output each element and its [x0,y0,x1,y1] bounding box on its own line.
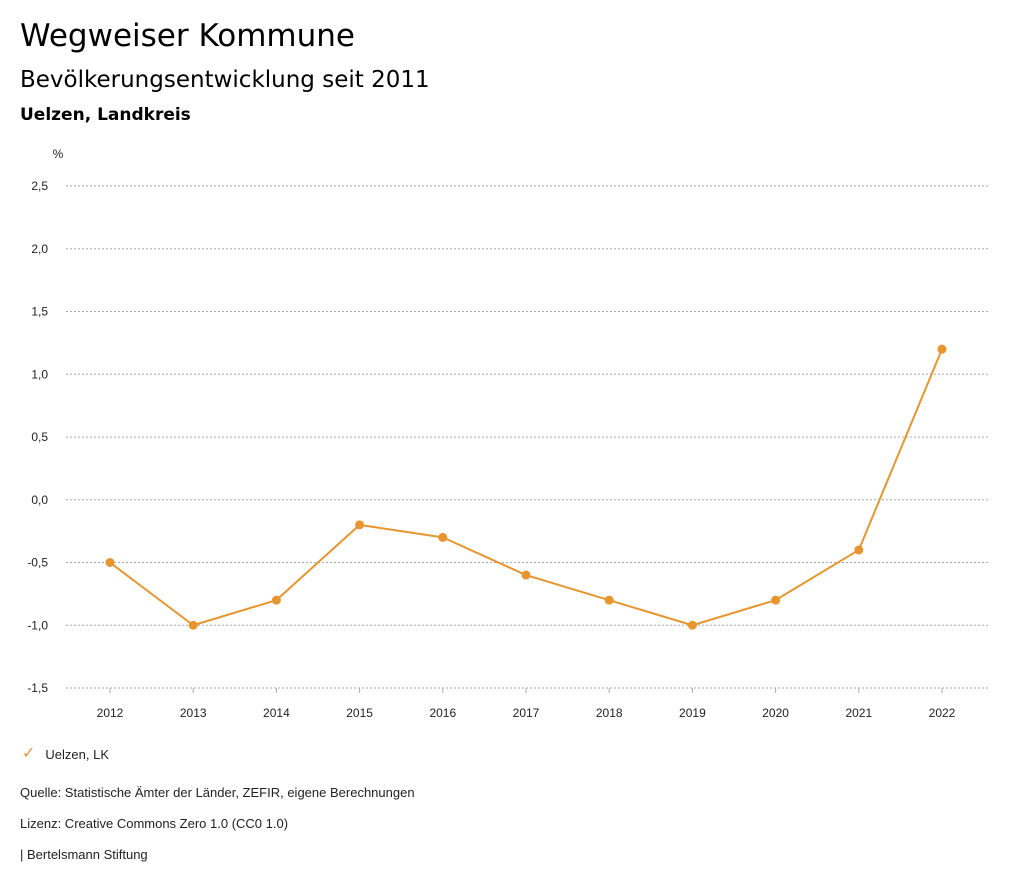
data-point [271,595,281,605]
y-tick-label: 1,0 [31,367,48,381]
series-uelzen [105,344,947,630]
data-point [604,595,614,605]
license-note: Lizenz: Creative Commons Zero 1.0 (CC0 1… [20,816,289,831]
x-tick-label: 2021 [845,706,872,720]
region-label: Uelzen, Landkreis [20,105,191,125]
legend-label: Uelzen, LK [45,746,109,762]
x-tick-label: 2014 [263,706,290,720]
data-point [438,532,448,542]
y-tick-label: 0,0 [31,493,48,507]
x-tick-label: 2019 [679,706,706,720]
y-tick-label: 0,5 [31,430,48,444]
data-point [188,620,198,630]
chart-title: Wegweiser Kommune [20,18,355,54]
x-tick-label: 2013 [180,706,207,720]
data-point [105,558,115,567]
data-point [521,570,531,580]
y-tick-label: -1,0 [27,618,48,632]
data-point [355,520,365,530]
y-tick-label: -1,5 [27,681,48,695]
y-tick-label: -0,5 [27,556,48,570]
publisher-note: | Bertelsmann Stiftung [20,847,148,862]
x-tick-label: 2022 [929,706,956,720]
axes: % -1,5 -1,0 -0,5 0,0 0,5 1,0 1,5 2,0 2,5 2012 2013 2… [27,147,955,720]
line-chart: % -1,5 -1,0 -0,5 0,0 0,5 1,0 1,5 2,0 2,5 2012 2013 2… [27,147,990,720]
legend[interactable]: ✓ Uelzen, LK [22,744,109,764]
source-note: Quelle: Statistische Ämter der Länder, Z… [20,785,415,800]
checkmark-icon[interactable]: ✓ [22,745,36,762]
y-tick-label: 1,5 [31,305,48,319]
y-tick-label: 2,5 [31,179,48,193]
x-tick-label: 2017 [513,706,540,720]
y-tick-label: 2,0 [31,242,48,256]
data-point [687,620,697,630]
data-point [771,595,781,605]
data-point [937,344,947,354]
gridlines [66,185,990,689]
x-tick-label: 2020 [762,706,789,720]
x-tick-label: 2015 [346,706,373,720]
x-tick-label: 2018 [596,706,623,720]
x-tick-label: 2016 [429,706,456,720]
series-line [109,348,943,627]
x-tick-label: 2012 [97,706,124,720]
y-axis-label: % [53,147,64,161]
chart-subtitle: Bevölkerungsentwicklung seit 2011 [20,67,430,93]
data-point [854,545,864,555]
